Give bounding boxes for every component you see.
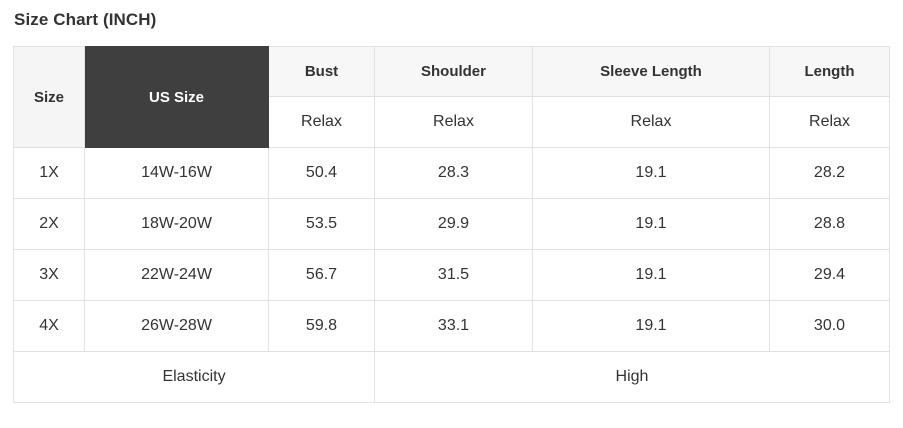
col-header-size: Size [13, 46, 85, 148]
us-size-cell: 14W-16W [84, 147, 269, 199]
bust-cell: 53.5 [268, 198, 375, 250]
sleeve-length-cell: 19.1 [532, 249, 770, 301]
table-row: 2X 18W-20W 53.5 29.9 19.1 28.8 [13, 198, 890, 250]
us-size-cell: 18W-20W [84, 198, 269, 250]
length-cell: 30.0 [769, 300, 890, 352]
fit-cell-bust: Relax [268, 96, 375, 148]
size-cell: 4X [13, 300, 85, 352]
fit-cell-shoulder: Relax [374, 96, 533, 148]
size-cell: 2X [13, 198, 85, 250]
sleeve-length-cell: 19.1 [532, 300, 770, 352]
fit-cell-length: Relax [769, 96, 890, 148]
shoulder-cell: 31.5 [374, 249, 533, 301]
size-cell: 1X [13, 147, 85, 199]
col-header-shoulder: Shoulder [374, 46, 533, 97]
size-chart-table: Size US Size Bust Shoulder Sleeve Length… [13, 46, 890, 403]
shoulder-cell: 28.3 [374, 147, 533, 199]
shoulder-cell: 33.1 [374, 300, 533, 352]
us-size-cell: 22W-24W [84, 249, 269, 301]
col-header-length: Length [769, 46, 890, 97]
size-cell: 3X [13, 249, 85, 301]
fit-row: Relax Relax Relax Relax [14, 96, 890, 148]
table-row: 1X 14W-16W 50.4 28.3 19.1 28.2 [13, 147, 890, 199]
table-row: 3X 22W-24W 56.7 31.5 19.1 29.4 [13, 249, 890, 301]
sleeve-length-cell: 19.1 [532, 198, 770, 250]
elasticity-value: High [374, 351, 890, 403]
shoulder-cell: 29.9 [374, 198, 533, 250]
fit-cell-sleeve-length: Relax [532, 96, 770, 148]
length-cell: 28.2 [769, 147, 890, 199]
page-title: Size Chart (INCH) [14, 10, 157, 29]
elasticity-label: Elasticity [13, 351, 375, 403]
bust-cell: 50.4 [268, 147, 375, 199]
us-size-cell: 26W-28W [84, 300, 269, 352]
col-header-sleeve-length: Sleeve Length [532, 46, 770, 97]
header-row: Size US Size Bust Shoulder Sleeve Length… [13, 46, 890, 148]
sleeve-length-cell: 19.1 [532, 147, 770, 199]
length-cell: 29.4 [769, 249, 890, 301]
table-row: 4X 26W-28W 59.8 33.1 19.1 30.0 [13, 300, 890, 352]
bust-cell: 56.7 [268, 249, 375, 301]
length-cell: 28.8 [769, 198, 890, 250]
size-chart-page: Size Chart (INCH) Size US Size Bust Shou… [13, 10, 890, 403]
col-header-bust: Bust [268, 46, 375, 97]
col-header-us-size: US Size [84, 46, 269, 148]
bust-cell: 59.8 [268, 300, 375, 352]
elasticity-row: Elasticity High [13, 351, 890, 403]
